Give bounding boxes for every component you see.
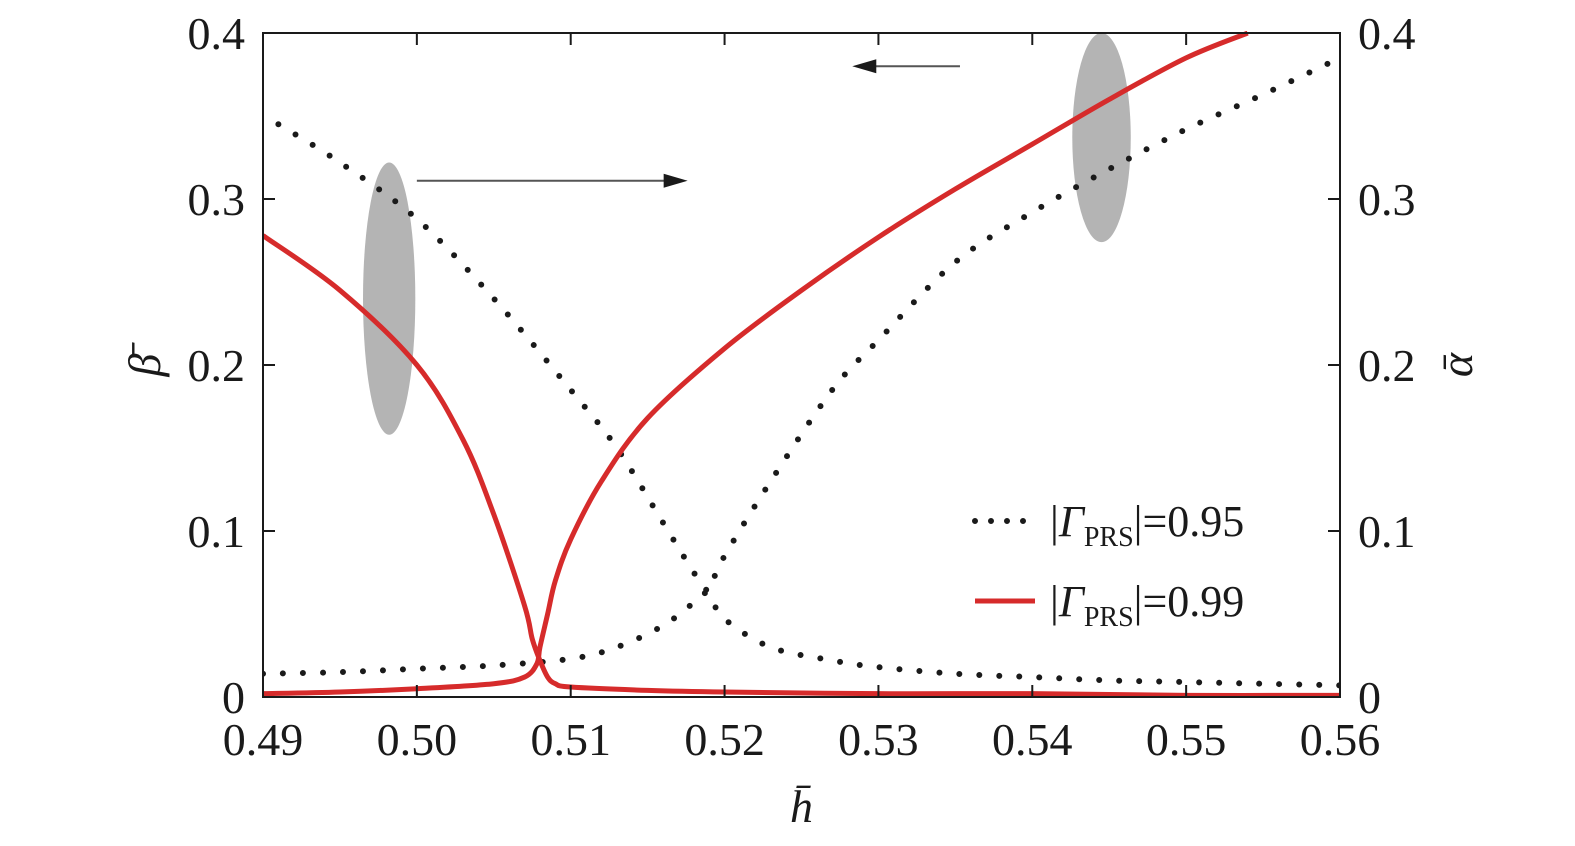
- tick-layer: 0.49 0.50 0.51 0.52 0.53 0.54 0.55 0.5600.10.20…: [188, 8, 1416, 765]
- y-right-tick-label: 0.4: [1358, 8, 1416, 59]
- highlight-ellipse-1: [1072, 33, 1131, 243]
- legend-0-symbol: Γ: [1058, 497, 1086, 546]
- legend-label-0: |ΓPRS|=0.95: [1050, 497, 1244, 553]
- arrow-head: [663, 173, 688, 188]
- x-axis-title: h̄: [790, 781, 813, 832]
- legend-1-symbol: Γ: [1058, 577, 1086, 626]
- x-tick-label: 0.51: [530, 714, 611, 765]
- series-line-3-solid: [263, 233, 1340, 697]
- legend-1-suffix: |=0.99: [1134, 577, 1245, 626]
- x-tick-label: 0.55: [1146, 714, 1227, 765]
- y-left-tick-label: 0.1: [188, 506, 246, 557]
- y-left-tick-label: 0: [222, 672, 245, 723]
- y-axis-left-title: β̄: [119, 342, 170, 378]
- legend-0-suffix: |=0.95: [1134, 497, 1245, 546]
- y-left-tick-label: 0.2: [188, 340, 246, 391]
- x-tick-label: 0.54: [992, 714, 1073, 765]
- legend-0-subscript: PRS: [1084, 522, 1134, 553]
- series-line-1-dotted: [275, 121, 1340, 689]
- legend-label-1: |ΓPRS|=0.99: [1050, 577, 1244, 633]
- legend-0-prefix: |: [1050, 497, 1059, 546]
- y-left-tick-label: 0.3: [188, 174, 246, 225]
- x-tick-label: 0.50: [377, 714, 458, 765]
- y-right-tick-label: 0: [1358, 672, 1381, 723]
- x-tick-label: 0.52: [684, 714, 765, 765]
- highlight-ellipse-0: [363, 162, 416, 435]
- arrow-head: [852, 59, 877, 74]
- x-tick-label: 0.53: [838, 714, 919, 765]
- legend-1-subscript: PRS: [1084, 602, 1134, 633]
- arrow-annotation-left: [852, 59, 960, 74]
- y-right-tick-label: 0.2: [1358, 340, 1416, 391]
- annotation-layer: [363, 33, 1131, 435]
- x-tick-label: 0.49: [223, 714, 304, 765]
- arrow-annotation-right: [416, 173, 688, 188]
- series-layer: [263, 31, 1340, 697]
- y-right-tick-label: 0.3: [1358, 174, 1416, 225]
- legend: |ΓPRS|=0.95 |ΓPRS|=0.99: [972, 497, 1244, 633]
- y-left-tick-label: 0.4: [188, 8, 246, 59]
- series-line-2-solid: [263, 31, 1249, 697]
- y-axis-right-title: ᾱ: [1431, 352, 1482, 377]
- legend-1-prefix: |: [1050, 577, 1059, 626]
- x-tick-label: 0.56: [1300, 714, 1381, 765]
- y-right-tick-label: 0.1: [1358, 506, 1416, 557]
